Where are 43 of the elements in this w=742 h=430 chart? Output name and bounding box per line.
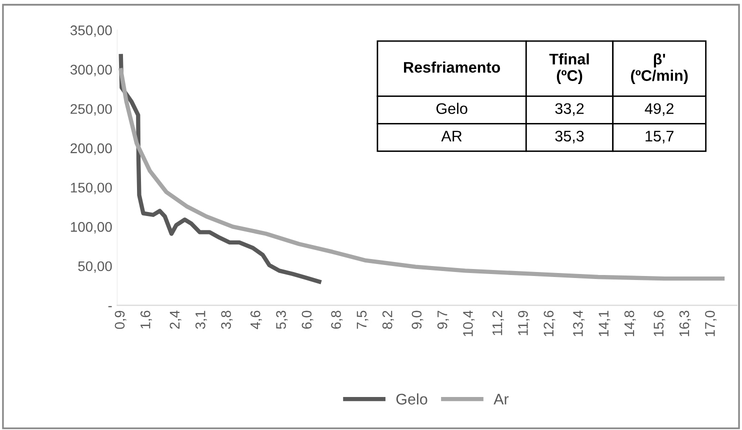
x-tick-label: 6,0 [302,310,314,329]
x-tick-label: 6,8 [331,310,343,329]
x-tick-label: 17,0 [705,310,717,336]
y-tick-label: 350,00 [70,25,112,37]
x-tick-label: 10,4 [463,310,475,336]
x-tick-label: 15,6 [654,310,666,336]
x-tick-label: 2,4 [170,310,182,329]
x-tick-label: 16,3 [679,310,691,336]
x-tick-label: 13,4 [573,310,585,336]
x-tick-label: 11,2 [492,310,504,336]
x-tick-label: 5,3 [276,310,288,329]
x-tick-label: 3,1 [195,310,207,329]
annotation: AR [441,130,462,142]
x-tick-label: 3,8 [221,310,233,329]
annotation: Resfriamento [404,62,500,73]
x-tick-label: 8,2 [382,310,394,329]
y-tick-label: 100,00 [70,222,112,234]
x-tick-label: 9,7 [437,310,449,329]
y-tick-label: 50,00 [78,261,112,273]
x-tick-label: 4,6 [250,310,262,330]
y-tick-label: 200,00 [70,143,112,155]
annotation: 49,2 [644,103,674,116]
annotation: Tfinal (ºC) [549,53,589,84]
x-tick-label: 11,9 [518,310,530,336]
annotation: 33,2 [555,103,584,116]
y-tick-label: 150,00 [70,182,112,194]
y-tick-label: - [108,306,112,308]
y-tick-label: 300,00 [70,64,112,76]
annotation: 35,3 [555,130,584,144]
legend-label: Gelo [396,393,428,405]
x-tick-label: 9,0 [412,310,424,329]
annotation: 15,7 [646,130,674,144]
x-tick-label: 14,8 [624,310,636,336]
x-tick-label: 12,6 [544,310,556,336]
annotation: Gelo [436,102,468,114]
x-tick-label: 0,9 [114,310,126,329]
y-tick-label: 250,00 [70,104,112,116]
x-tick-label: 14,1 [598,310,610,336]
x-tick-label: 1,6 [140,310,152,328]
x-tick-label: 7,5 [356,310,368,329]
legend-label: Ar [494,394,509,404]
line-series [118,54,322,284]
annotation: β' (ºC/min) [631,53,688,84]
